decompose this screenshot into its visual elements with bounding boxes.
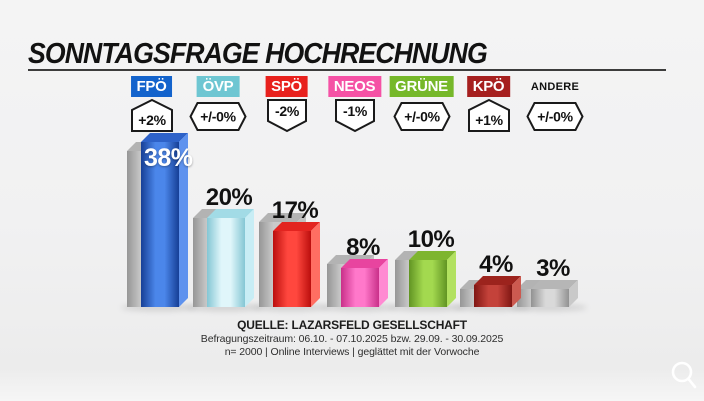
bar-3d (273, 222, 320, 307)
party-chip-neos: NEOS (327, 76, 382, 97)
value-label-oevp: 20% (205, 184, 253, 211)
magnifier-icon[interactable] (668, 359, 700, 393)
bar-shadow (321, 304, 397, 311)
sample-info: n= 2000 | Online Interviews | geglättet … (224, 346, 480, 358)
svg-text:-2%: -2% (275, 103, 300, 119)
source-block: QUELLE: LAZARSFELD GESELLSCHAFT Befragun… (0, 318, 704, 358)
bar-shadow (187, 304, 263, 311)
change-badge-neos: -1% (334, 99, 375, 133)
party-chip-spoe: SPÖ (265, 76, 308, 97)
bar-3d (341, 259, 388, 307)
svg-text:+1%: +1% (475, 112, 503, 128)
change-badge-kpoe: +1% (467, 98, 510, 132)
title-underline (28, 69, 666, 71)
value-label-gruene: 10% (407, 226, 455, 253)
svg-text:+2%: +2% (138, 112, 166, 128)
survey-period: Befragungszeitraum: 06.10. - 07.10.2025 … (200, 333, 504, 345)
bar-shadow (253, 304, 329, 311)
value-label-spoe: 17% (271, 197, 319, 224)
party-chip-oevp: ÖVP (196, 76, 240, 97)
change-badge-fpoe: +2% (130, 98, 173, 132)
change-badge-spoe: -2% (266, 99, 307, 133)
party-chip-gruene: GRÜNE (389, 76, 454, 97)
party-chip-andere: ANDERE (530, 81, 580, 93)
bar-3d (409, 251, 456, 307)
change-badge-andere: +/-0% (526, 102, 584, 131)
value-label-neos: 8% (346, 234, 380, 261)
change-badge-gruene: +/-0% (392, 102, 451, 131)
value-label-fpoe: 38% (144, 144, 193, 172)
bar-shadow (454, 304, 530, 311)
source-line: QUELLE: LAZARSFELD GESELLSCHAFT (237, 318, 467, 332)
party-chip-fpoe: FPÖ (130, 76, 173, 97)
bar-3d (531, 280, 578, 307)
svg-text:+/-0%: +/-0% (200, 109, 236, 125)
bar-shadow (511, 304, 587, 311)
svg-text:+/-0%: +/-0% (537, 109, 573, 125)
change-badge-oevp: +/-0% (189, 102, 247, 131)
bar-3d (141, 133, 188, 307)
bar-3d (474, 276, 521, 307)
bar-shadow (121, 304, 197, 311)
value-label-kpoe: 4% (479, 251, 513, 278)
party-chip-kpoe: KPÖ (466, 76, 511, 97)
svg-text:+/-0%: +/-0% (404, 109, 440, 125)
value-label-andere: 3% (536, 255, 570, 282)
bar-3d (207, 209, 254, 307)
svg-text:-1%: -1% (343, 103, 368, 119)
bar-shadow (389, 304, 465, 311)
page-title: SONNTAGSFRAGE HOCHRECHNUNG (28, 38, 488, 70)
